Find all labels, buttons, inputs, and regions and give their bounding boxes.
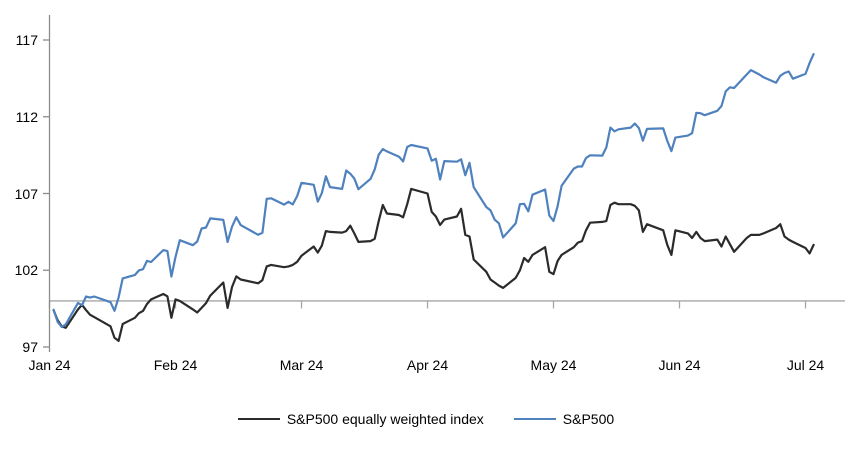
y-axis-tick-label: 112 [15, 108, 38, 125]
x-axis-tick-label: Jul 24 [786, 357, 825, 373]
x-axis-tick-label: Mar 24 [279, 357, 324, 373]
x-axis-tick-label: Feb 24 [153, 357, 198, 373]
y-axis-tick-label: 97 [22, 339, 38, 355]
legend-item-sp500: S&P500 [513, 411, 615, 427]
sp500-line [52, 52, 815, 329]
legend-label-equal-weight: S&P500 equally weighted index [286, 411, 484, 427]
x-axis-tick-label: Apr 24 [406, 357, 449, 373]
legend-swatch-sp500 [513, 417, 556, 421]
legend-swatch-equal-weight [237, 417, 280, 421]
sp500-equal-weight-line [52, 187, 815, 342]
x-axis-tick-label: Jun 24 [658, 357, 701, 373]
legend-label-sp500: S&P500 [562, 411, 615, 427]
y-axis-tick-label: 102 [14, 262, 38, 279]
y-axis-tick-label: 117 [15, 32, 38, 48]
x-axis-tick-label: Jan 24 [28, 357, 71, 373]
legend: S&P500 equally weighted index S&P500 [0, 411, 852, 427]
y-axis-tick-label: 107 [14, 185, 38, 202]
x-axis-tick-label: May 24 [530, 357, 577, 373]
legend-item-equal-weight: S&P500 equally weighted index [237, 411, 484, 427]
